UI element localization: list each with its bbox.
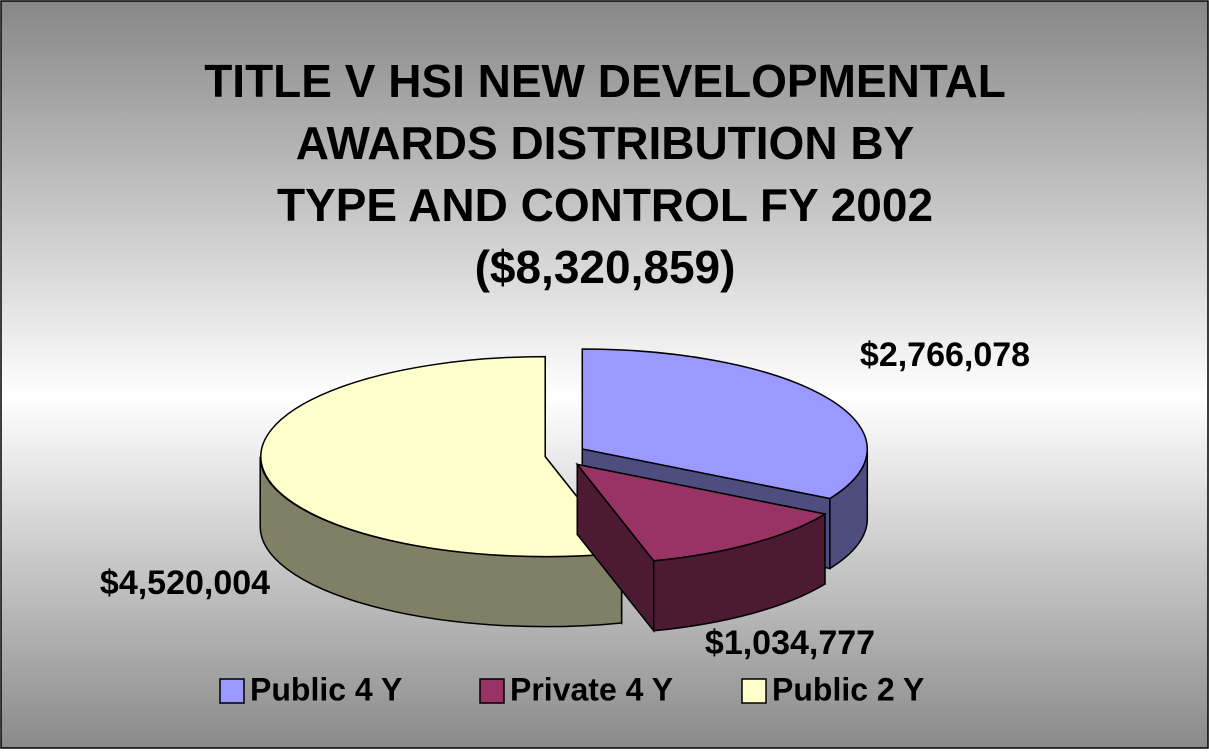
legend-label: Public 4 Y [250, 671, 402, 707]
legend-label: Public 2 Y [772, 671, 924, 707]
slice [575, 463, 827, 562]
chart-title: ($8,320,859) [475, 241, 736, 293]
chart-title: TYPE AND CONTROL FY 2002 [277, 179, 933, 231]
legend-swatch [479, 678, 505, 704]
chart-title: AWARDS DISTRIBUTION BY [296, 117, 914, 169]
slice [575, 462, 827, 633]
data-label: $4,520,004 [100, 564, 270, 602]
data-label: $1,034,777 [705, 624, 875, 662]
legend-swatch [219, 678, 245, 704]
legend-label: Private 4 Y [510, 671, 673, 707]
legend-swatch [741, 678, 767, 704]
chart-title: TITLE V HSI NEW DEVELOPMENTAL [204, 55, 1006, 107]
slice [581, 348, 868, 500]
slice [260, 355, 624, 558]
data-label: $2,766,078 [860, 336, 1030, 374]
